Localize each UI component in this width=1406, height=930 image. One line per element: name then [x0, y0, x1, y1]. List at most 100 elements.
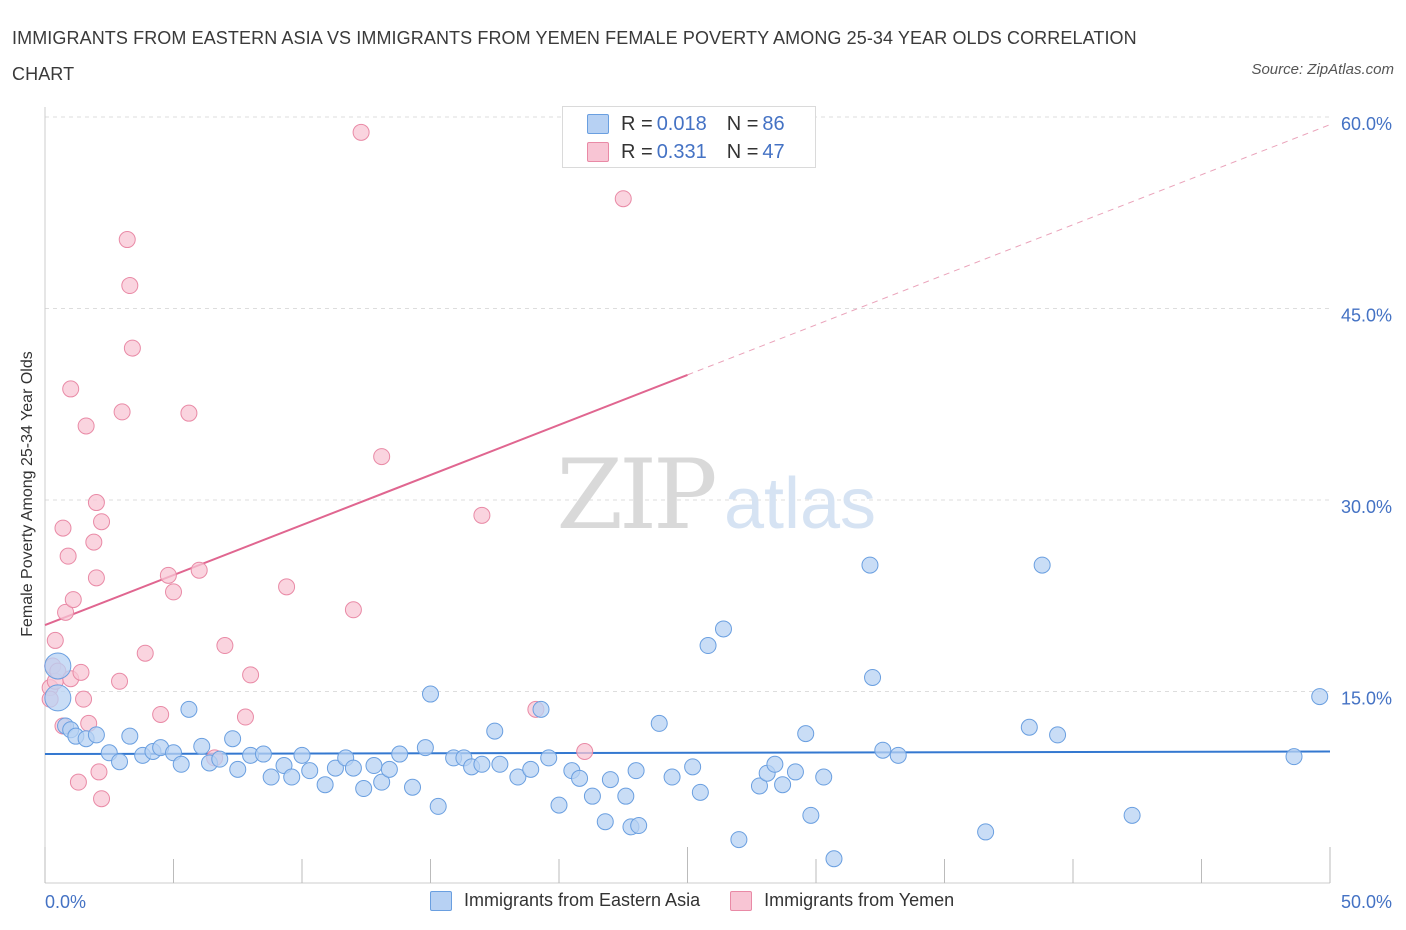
point-eastern-asia	[293, 746, 311, 764]
legend-swatch-blue	[587, 114, 609, 134]
point-eastern-asia	[1311, 688, 1329, 706]
point-eastern-asia	[699, 637, 717, 655]
point-eastern-asia	[380, 760, 398, 778]
point-eastern-asia	[254, 745, 272, 763]
point-eastern-asia	[583, 787, 601, 805]
point-eastern-asia	[180, 700, 198, 718]
point-yemen	[236, 708, 254, 726]
point-eastern-asia	[797, 725, 815, 743]
point-eastern-asia	[766, 755, 784, 773]
point-yemen	[72, 663, 90, 681]
point-eastern-asia	[229, 760, 247, 778]
r-value: 0.331	[656, 140, 707, 163]
point-eastern-asia	[522, 760, 540, 778]
point-eastern-asia	[617, 787, 635, 805]
legend-item-eastern-asia: Immigrants from Eastern Asia	[430, 890, 700, 911]
point-eastern-asia	[650, 714, 668, 732]
point-eastern-asia	[540, 749, 558, 767]
point-yemen	[59, 547, 77, 565]
point-eastern-asia	[211, 750, 229, 768]
point-eastern-asia	[874, 741, 892, 759]
point-eastern-asia	[44, 684, 72, 712]
point-yemen	[121, 277, 139, 295]
point-eastern-asia	[861, 556, 879, 574]
point-eastern-asia	[473, 755, 491, 773]
point-yemen	[87, 494, 105, 512]
point-yemen	[118, 231, 136, 249]
tick-labels: 15.0% 30.0% 45.0% 60.0% 0.0% 50.0%	[45, 114, 1392, 912]
point-yemen	[87, 569, 105, 587]
point-eastern-asia	[404, 778, 422, 796]
data-points	[41, 123, 1329, 868]
point-eastern-asia	[774, 776, 792, 794]
point-yemen	[54, 519, 72, 537]
point-eastern-asia	[373, 773, 391, 791]
point-yemen	[152, 705, 170, 723]
point-eastern-asia	[571, 769, 589, 787]
legend-swatch-pink	[587, 142, 609, 162]
point-yemen	[614, 190, 632, 208]
n-label: N =	[726, 112, 759, 135]
source-label: Source: ZipAtlas.com	[1251, 61, 1394, 78]
point-eastern-asia	[550, 796, 568, 814]
point-eastern-asia	[172, 755, 190, 773]
point-eastern-asia	[714, 620, 732, 638]
y-tick-label: 15.0%	[1341, 689, 1392, 709]
point-yemen	[159, 566, 177, 584]
trend-line-eastern-asia	[44, 750, 1331, 756]
point-yemen	[165, 583, 182, 601]
point-eastern-asia	[391, 745, 409, 763]
point-yemen	[344, 601, 362, 619]
point-eastern-asia	[422, 685, 439, 703]
r-value: 0.018	[656, 112, 707, 135]
watermark: ZIP atlas	[556, 439, 876, 551]
r-label: R =	[621, 140, 653, 163]
point-yemen	[473, 506, 491, 524]
legend-row-eastern-asia: R = 0.018 N = 86	[587, 111, 785, 137]
point-eastern-asia	[802, 806, 820, 824]
point-eastern-asia	[344, 759, 362, 777]
point-yemen	[352, 123, 370, 141]
point-yemen	[93, 790, 111, 808]
point-yemen	[57, 603, 75, 621]
r-label: R =	[621, 112, 653, 135]
point-yemen	[75, 690, 93, 708]
point-eastern-asia	[1285, 748, 1303, 766]
point-eastern-asia	[224, 730, 242, 748]
y-tick-label: 60.0%	[1341, 114, 1392, 134]
point-yemen	[77, 417, 95, 435]
grid-lines	[45, 116, 1330, 692]
legend-swatch-pink	[730, 890, 753, 911]
point-eastern-asia	[627, 762, 645, 780]
n-label: N =	[726, 140, 759, 163]
point-eastern-asia	[121, 727, 139, 745]
point-eastern-asia	[193, 737, 211, 755]
point-yemen	[85, 533, 103, 551]
point-yemen	[242, 666, 260, 684]
point-eastern-asia	[283, 768, 301, 786]
point-eastern-asia	[486, 722, 504, 740]
legend-item-yemen: Immigrants from Yemen	[730, 890, 954, 911]
point-eastern-asia	[262, 768, 280, 786]
n-value: 86	[762, 112, 785, 135]
correlation-legend: R = 0.018 N = 86 R = 0.331 N = 47	[562, 106, 816, 168]
watermark-atlas: atlas	[724, 464, 876, 544]
point-eastern-asia	[1033, 556, 1051, 574]
point-eastern-asia	[1123, 806, 1141, 824]
trend-line-yemen	[44, 373, 688, 627]
watermark-zip: ZIP	[556, 439, 715, 551]
point-eastern-asia	[355, 780, 373, 798]
point-eastern-asia	[491, 755, 509, 773]
point-eastern-asia	[1049, 726, 1067, 744]
point-eastern-asia	[111, 753, 129, 771]
point-eastern-asia	[509, 768, 527, 786]
point-yemen	[190, 561, 208, 579]
point-eastern-asia	[596, 813, 614, 831]
point-eastern-asia	[684, 758, 702, 776]
point-eastern-asia	[1020, 718, 1038, 736]
point-eastern-asia	[864, 668, 882, 686]
point-yemen	[69, 773, 87, 791]
point-eastern-asia	[663, 768, 681, 786]
point-yemen	[93, 513, 111, 531]
